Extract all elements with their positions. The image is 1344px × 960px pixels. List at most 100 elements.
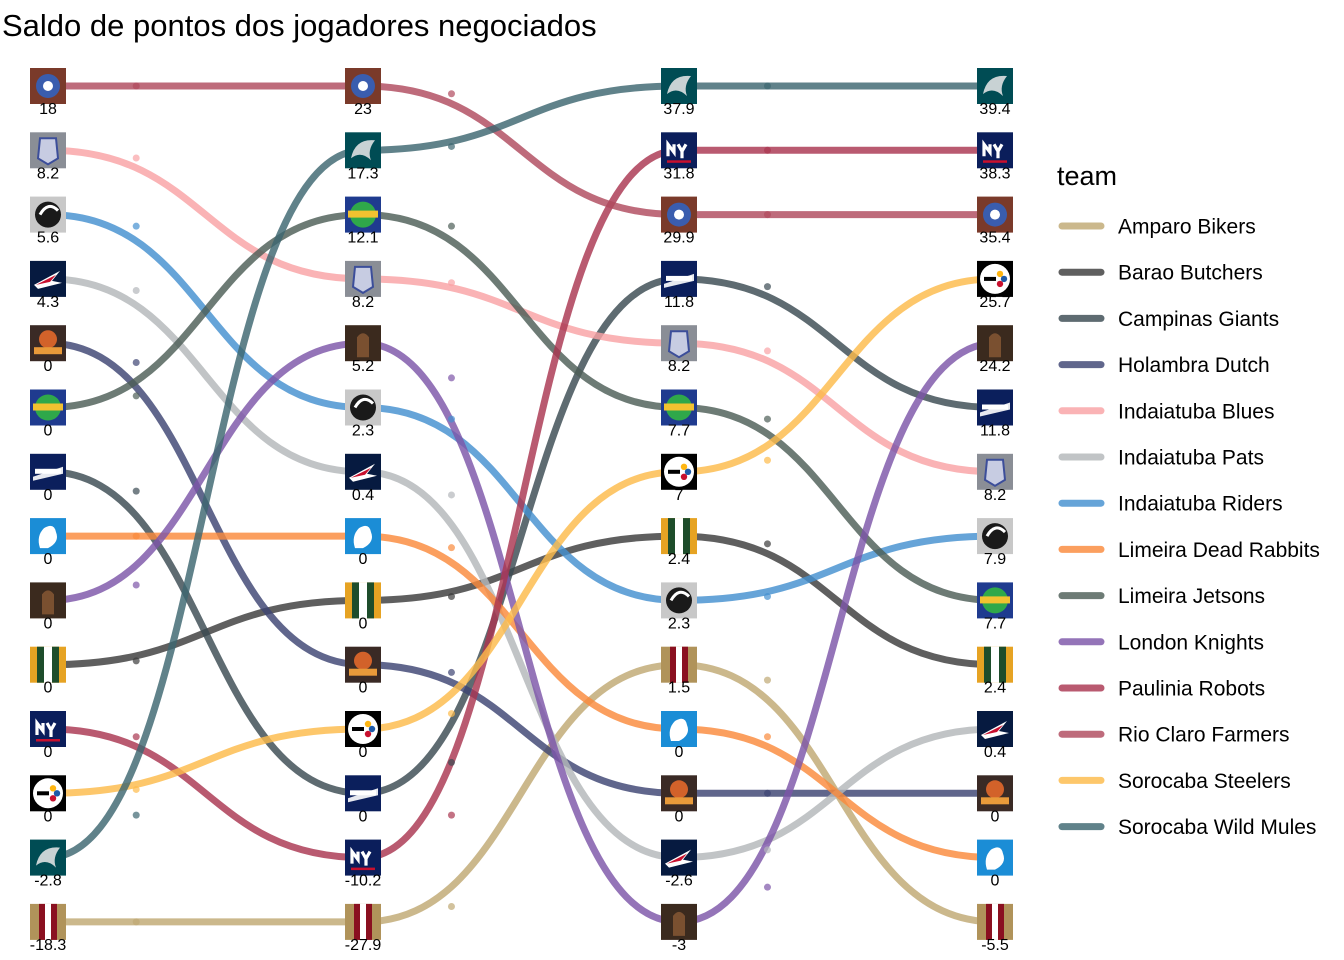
value-label: 25.7 xyxy=(979,294,1010,311)
amparo-bikers-logo-icon xyxy=(345,903,381,940)
value-label: 39.4 xyxy=(979,101,1010,118)
legend-item: Sorocaba Wild Mules xyxy=(1058,816,1316,839)
series-dot xyxy=(132,657,140,665)
holambra-dutch-logo-icon xyxy=(977,775,1013,812)
indaiatuba-pats-logo-icon xyxy=(977,711,1013,747)
legend-item: Campinas Giants xyxy=(1058,308,1279,331)
value-label: 24.2 xyxy=(979,358,1010,375)
sorocaba-wild-mules-logo-icon xyxy=(30,839,66,876)
series-dot xyxy=(132,222,140,230)
limeira-dead-rabbits-logo-icon xyxy=(661,711,697,747)
value-labels: -18.3 -27.9 1.5 -5.5 0 0 2.4 2.4 0 0 11.8 11.8 0 0 0 0 8… xyxy=(30,101,1011,954)
value-label: 0 xyxy=(44,551,53,568)
series-dot xyxy=(447,90,455,98)
series-dot xyxy=(447,710,455,718)
series-dot xyxy=(447,544,455,552)
value-label: 0 xyxy=(44,487,53,504)
holambra-dutch-logo-icon xyxy=(661,775,697,812)
value-label: 0 xyxy=(675,808,684,825)
limeira-jetsons-logo-icon xyxy=(661,389,697,426)
value-label: 11.8 xyxy=(980,423,1010,440)
series-lines xyxy=(44,82,999,926)
chart-title: Saldo de pontos dos jogadores negociados xyxy=(2,8,597,43)
series-dot xyxy=(763,883,771,891)
series-dot xyxy=(763,676,771,684)
value-label: 5.6 xyxy=(37,230,59,247)
value-label: 8.2 xyxy=(984,487,1006,504)
value-label: -10.2 xyxy=(345,873,382,890)
value-label: 7.7 xyxy=(984,615,1006,632)
value-label: -27.9 xyxy=(345,937,382,954)
value-label: 0 xyxy=(359,615,368,632)
paulinia-robots-logo-icon xyxy=(661,132,697,169)
value-label: 0 xyxy=(44,744,53,761)
series-dot xyxy=(763,283,771,291)
barao-butchers-logo-icon xyxy=(30,646,66,683)
legend-item: Indaiatuba Riders xyxy=(1058,493,1283,516)
series-dot xyxy=(132,918,140,926)
amparo-bikers-logo-icon xyxy=(977,903,1013,940)
indaiatuba-pats-logo-icon xyxy=(661,839,697,876)
series-line xyxy=(44,82,999,862)
value-label: 37.9 xyxy=(663,101,694,118)
value-label: 0 xyxy=(359,551,368,568)
legend-label: Barao Butchers xyxy=(1118,262,1263,285)
series-line xyxy=(44,532,999,862)
team-logos xyxy=(30,68,1013,940)
value-label: 2.3 xyxy=(352,423,374,440)
value-label: 38.3 xyxy=(979,165,1010,182)
series-line xyxy=(44,211,999,604)
limeira-dead-rabbits-logo-icon xyxy=(30,518,66,555)
legend-label: Limeira Dead Rabbits xyxy=(1118,539,1320,562)
campinas-giants-logo-icon xyxy=(345,775,381,812)
indaiatuba-riders-logo-icon xyxy=(345,389,381,426)
indaiatuba-pats-logo-icon xyxy=(30,260,66,297)
series-dot xyxy=(132,785,140,793)
series-line xyxy=(44,275,999,797)
series-dot xyxy=(763,211,771,219)
value-label: 31.8 xyxy=(663,165,694,182)
value-label: 7 xyxy=(675,487,684,504)
value-label: 17.3 xyxy=(347,165,378,182)
value-label: 7.9 xyxy=(984,551,1006,568)
london-knights-logo-icon xyxy=(30,582,66,619)
series-dot xyxy=(447,593,455,601)
series-dot xyxy=(763,540,771,548)
value-label: 4.3 xyxy=(37,294,59,311)
rio-claro-farmers-logo-icon xyxy=(345,68,381,104)
series-dot xyxy=(447,279,455,287)
series-dot xyxy=(763,82,771,90)
campinas-giants-logo-icon xyxy=(977,389,1013,426)
amparo-bikers-logo-icon xyxy=(30,903,66,940)
barao-butchers-logo-icon xyxy=(977,646,1013,683)
series-dot xyxy=(132,358,140,366)
indaiatuba-blues-logo-icon xyxy=(977,453,1013,490)
value-label: 0 xyxy=(44,615,53,632)
value-label: 2.4 xyxy=(668,551,690,568)
sorocaba-wild-mules-logo-icon xyxy=(661,68,697,104)
rio-claro-farmers-logo-icon xyxy=(661,196,697,233)
legend-label: Limeira Jetsons xyxy=(1118,585,1265,608)
value-label: 0 xyxy=(675,744,684,761)
series-dot xyxy=(763,456,771,464)
series-dot xyxy=(763,733,771,741)
london-knights-logo-icon xyxy=(661,903,697,940)
amparo-bikers-logo-icon xyxy=(661,646,697,683)
series-dot xyxy=(447,758,455,766)
series-dot xyxy=(447,668,455,676)
legend-item: Barao Butchers xyxy=(1058,262,1263,285)
series-dot xyxy=(763,846,771,854)
series-dot xyxy=(132,811,140,819)
paulinia-robots-logo-icon xyxy=(30,711,66,747)
barao-butchers-logo-icon xyxy=(345,582,381,619)
value-label: 0 xyxy=(991,808,1000,825)
value-label: 5.2 xyxy=(352,358,374,375)
series-line xyxy=(44,211,999,604)
value-label: 0.4 xyxy=(352,487,374,504)
sorocaba-steelers-logo-icon xyxy=(977,260,1013,297)
series-dot xyxy=(132,392,140,400)
series-dot xyxy=(132,154,140,162)
series-dot xyxy=(447,142,455,150)
